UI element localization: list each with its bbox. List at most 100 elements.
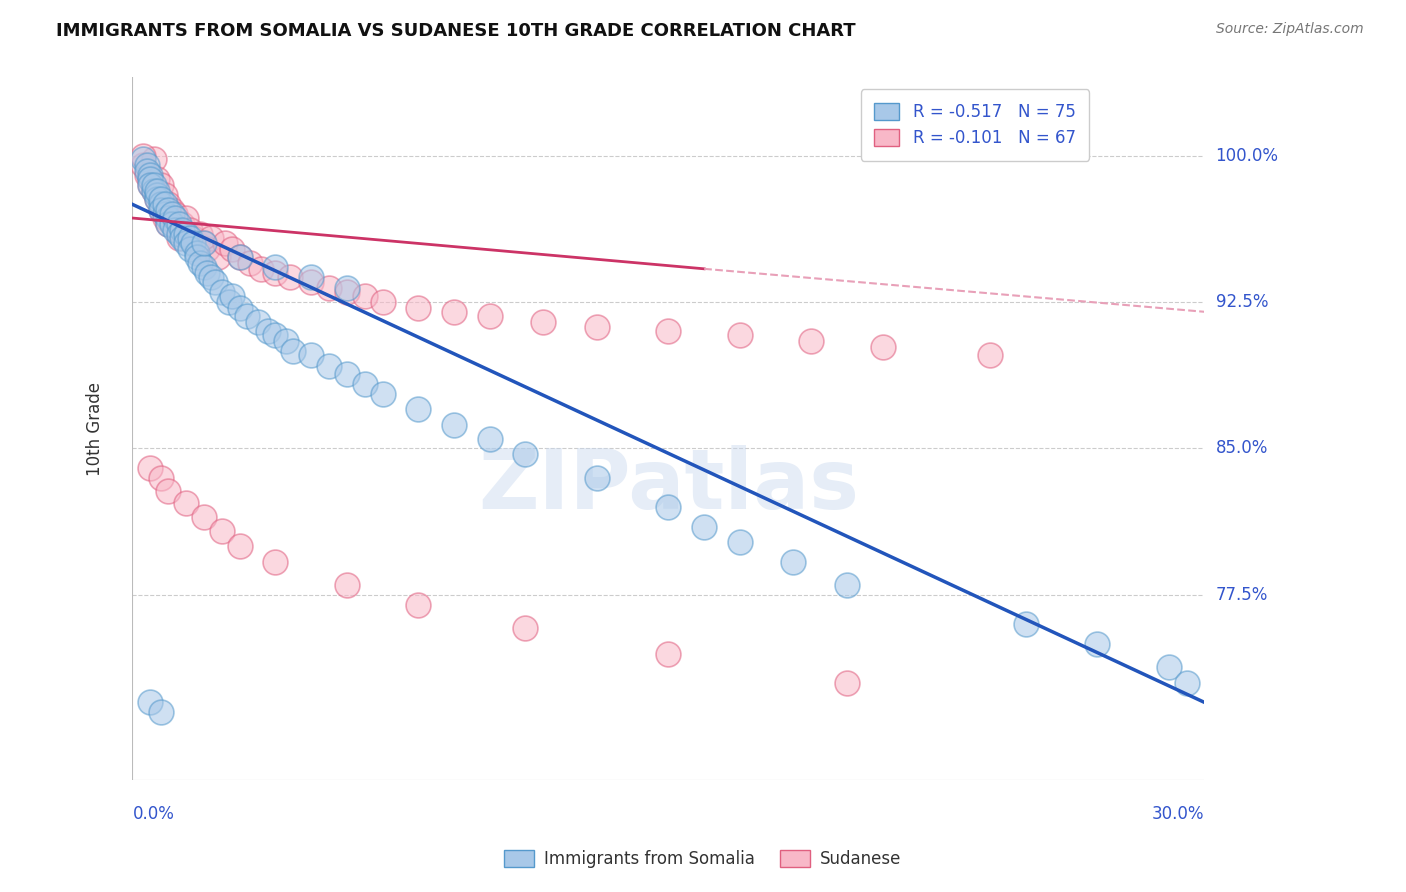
Point (179, 230, 201, 244)
Legend: R = -0.517   N = 75, R = -0.101   N = 67: R = -0.517 N = 75, R = -0.101 N = 67 (860, 89, 1088, 161)
Point (174, 227, 197, 241)
Point (207, 250, 229, 264)
Point (515, 447, 537, 461)
Point (153, 187, 176, 202)
Point (153, 207, 176, 221)
Point (142, 178, 165, 192)
Point (782, 555, 804, 569)
Point (160, 203, 183, 218)
Point (728, 535, 751, 549)
Point (283, 343, 305, 358)
Point (246, 314, 269, 328)
Point (132, 148, 155, 162)
Point (835, 578, 858, 592)
Point (443, 305, 465, 319)
Point (408, 598, 430, 612)
Point (872, 340, 894, 354)
Point (193, 260, 215, 274)
Point (157, 211, 180, 225)
Point (299, 269, 322, 284)
Point (157, 203, 180, 218)
Point (139, 168, 162, 182)
Point (174, 236, 197, 251)
Point (478, 432, 501, 446)
Point (179, 223, 201, 237)
Point (165, 211, 187, 225)
Point (142, 184, 165, 198)
Point (236, 309, 259, 323)
Point (228, 539, 250, 553)
Point (157, 484, 180, 499)
Point (174, 496, 197, 510)
Point (657, 500, 679, 514)
Point (257, 324, 280, 338)
Text: 100.0%: 100.0% (1216, 146, 1278, 164)
Point (150, 197, 173, 211)
Point (299, 348, 322, 362)
Point (157, 217, 180, 231)
Point (318, 281, 340, 295)
Point (150, 178, 173, 192)
Point (132, 158, 155, 172)
Point (693, 519, 716, 533)
Point (150, 705, 173, 719)
Point (1085, 637, 1108, 651)
Point (979, 348, 1001, 362)
Point (336, 281, 359, 295)
Point (264, 260, 287, 274)
Text: 10th Grade: 10th Grade (86, 382, 104, 476)
Point (228, 250, 250, 264)
Point (142, 153, 165, 167)
Point (186, 250, 208, 264)
Point (150, 203, 173, 218)
Point (264, 328, 287, 343)
Point (160, 217, 183, 231)
Point (135, 168, 157, 182)
Point (443, 418, 465, 433)
Point (211, 524, 233, 538)
Point (1015, 617, 1038, 632)
Point (278, 269, 301, 284)
Point (515, 621, 537, 635)
Point (139, 178, 162, 192)
Point (150, 471, 173, 485)
Point (586, 471, 609, 485)
Point (139, 172, 162, 186)
Point (657, 647, 679, 661)
Point (408, 402, 430, 417)
Point (188, 227, 211, 241)
Point (336, 578, 359, 592)
Point (142, 184, 165, 198)
Point (146, 192, 169, 206)
Point (167, 217, 190, 231)
Point (167, 227, 190, 241)
Point (139, 695, 162, 709)
Point (139, 178, 162, 192)
Text: 77.5%: 77.5% (1216, 586, 1268, 604)
Point (146, 172, 169, 186)
Point (728, 328, 751, 343)
Point (153, 211, 176, 225)
Point (172, 217, 194, 231)
Point (197, 242, 219, 256)
Point (239, 256, 262, 270)
Point (197, 266, 219, 280)
Point (179, 242, 201, 256)
Point (172, 230, 194, 244)
Point (800, 334, 823, 348)
Point (214, 236, 236, 251)
Point (160, 207, 183, 221)
Point (139, 461, 162, 475)
Point (353, 289, 375, 303)
Point (186, 236, 208, 251)
Text: 0.0%: 0.0% (132, 805, 174, 823)
Point (181, 230, 204, 244)
Text: IMMIGRANTS FROM SOMALIA VS SUDANESE 10TH GRADE CORRELATION CHART: IMMIGRANTS FROM SOMALIA VS SUDANESE 10TH… (56, 22, 856, 40)
Point (174, 211, 197, 225)
Point (188, 256, 211, 270)
Point (221, 242, 243, 256)
Point (167, 223, 190, 237)
Point (150, 192, 173, 206)
Point (157, 217, 180, 231)
Text: 92.5%: 92.5% (1216, 293, 1268, 311)
